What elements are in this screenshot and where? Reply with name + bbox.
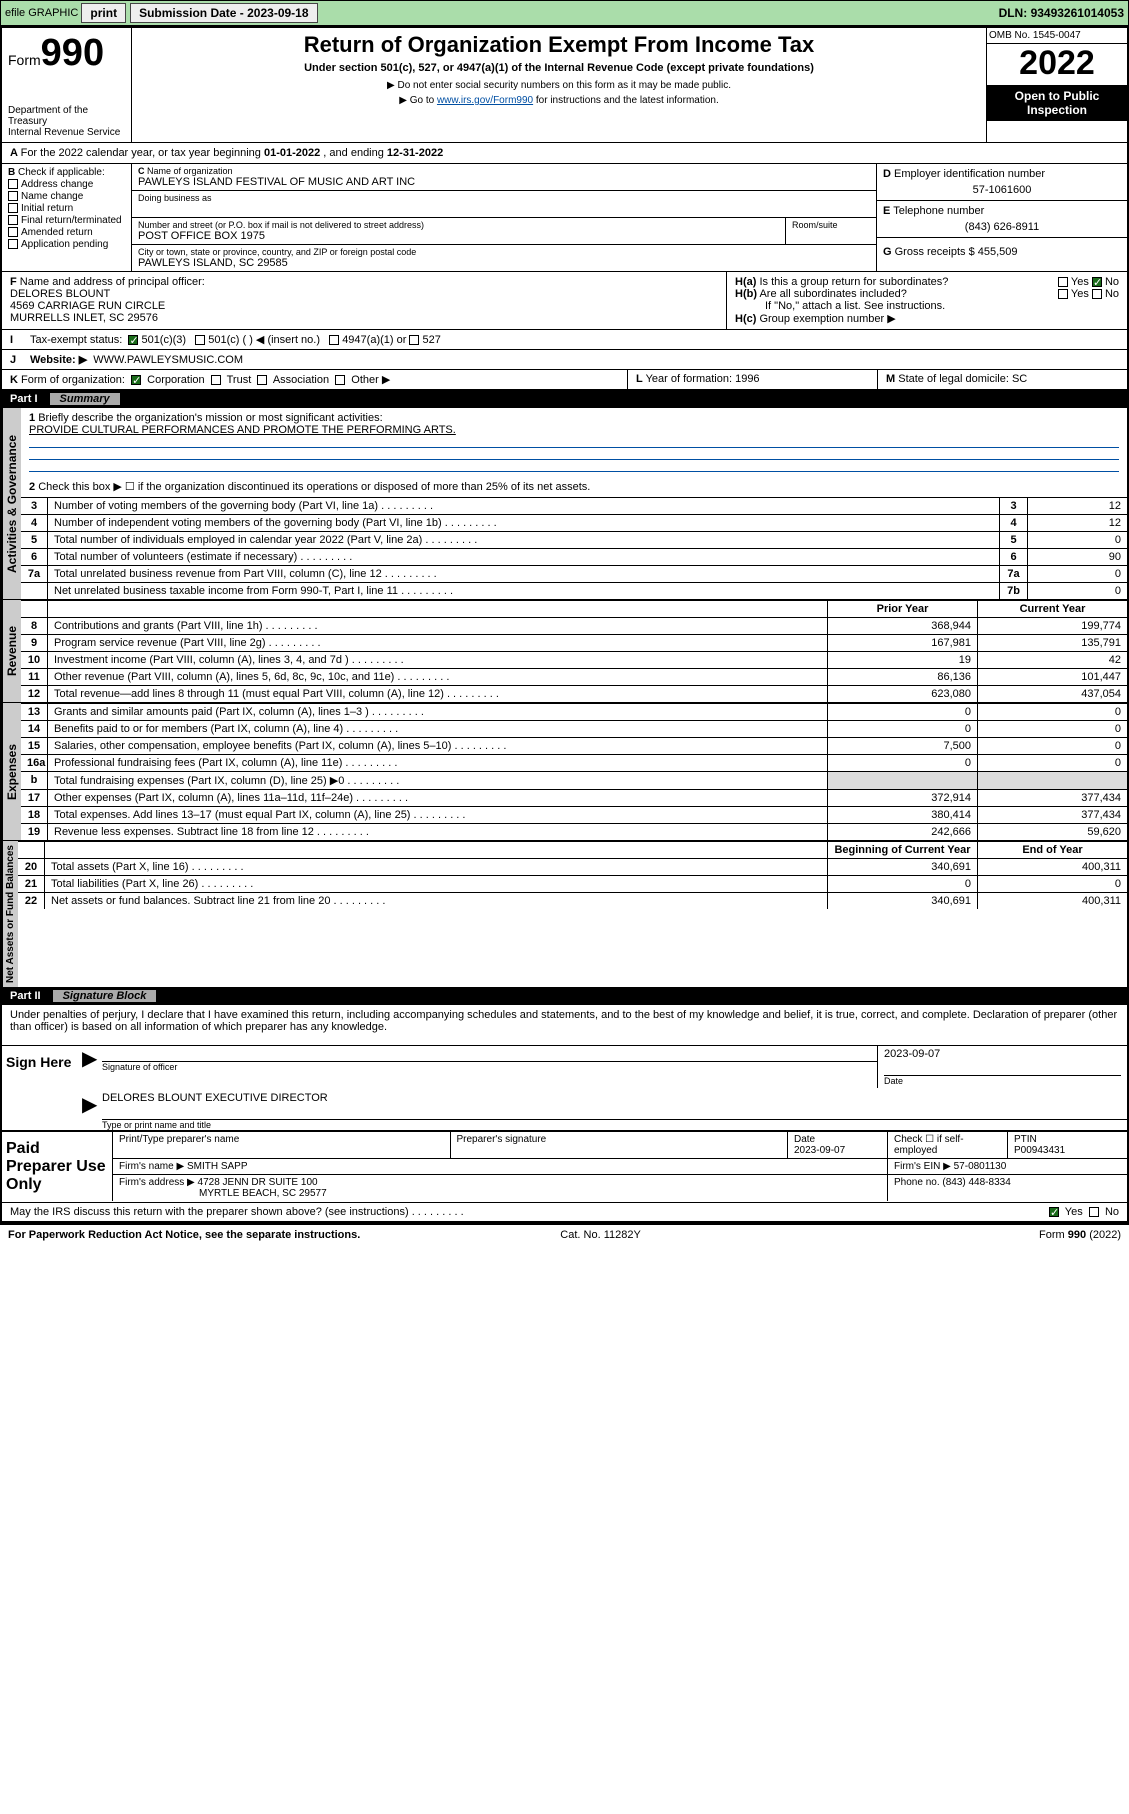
discuss-line: May the IRS discuss this return with the… [2, 1202, 1127, 1221]
501c3-checkbox[interactable] [128, 335, 138, 345]
form-title: Return of Organization Exempt From Incom… [138, 32, 980, 58]
table-row: bTotal fundraising expenses (Part IX, co… [21, 771, 1127, 789]
line-j: J Website: ▶ WWW.PAWLEYSMUSIC.COM [2, 350, 1127, 370]
gross-receipts-label: Gross receipts $ [895, 246, 978, 258]
ptin-value: P00943431 [1014, 1145, 1065, 1156]
block-bcdeg: B Check if applicable: Address change Na… [2, 164, 1127, 272]
corp-checkbox[interactable] [131, 375, 141, 385]
line-klm: K Form of organization: Corporation Trus… [2, 370, 1127, 390]
dept-label: Department of the Treasury [8, 105, 125, 127]
table-row: 20Total assets (Part X, line 16) 340,691… [18, 858, 1127, 875]
irs-link[interactable]: www.irs.gov/Form990 [437, 95, 533, 106]
table-row: Net unrelated business taxable income fr… [21, 582, 1127, 599]
sig-date: 2023-09-07 [884, 1048, 1121, 1060]
table-row: 21Total liabilities (Part X, line 26) 00 [18, 875, 1127, 892]
phone-label: Telephone number [893, 205, 984, 217]
side-label-governance: Activities & Governance [2, 408, 21, 599]
org-city: PAWLEYS ISLAND, SC 29585 [138, 257, 870, 269]
org-name: PAWLEYS ISLAND FESTIVAL OF MUSIC AND ART… [138, 176, 870, 188]
phone-value: (843) 626-8911 [883, 221, 1121, 233]
block-fh: F Name and address of principal officer:… [2, 272, 1127, 330]
table-row: 11Other revenue (Part VIII, column (A), … [21, 668, 1127, 685]
print-button[interactable]: print [81, 3, 126, 23]
revenue-header-row: Prior Year Current Year [21, 600, 1127, 617]
table-row: 19Revenue less expenses. Subtract line 1… [21, 823, 1127, 840]
table-row: 14Benefits paid to or for members (Part … [21, 720, 1127, 737]
omb-number: OMB No. 1545-0047 [987, 28, 1127, 44]
perjury-declaration: Under penalties of perjury, I declare th… [2, 1005, 1127, 1037]
table-row: 8Contributions and grants (Part VIII, li… [21, 617, 1127, 634]
netassets-header-row: Beginning of Current Year End of Year [18, 841, 1127, 858]
table-row: 22Net assets or fund balances. Subtract … [18, 892, 1127, 909]
mission-text: PROVIDE CULTURAL PERFORMANCES AND PROMOT… [29, 424, 456, 436]
submission-date-button[interactable]: Submission Date - 2023-09-18 [130, 3, 317, 23]
table-row: 5Total number of individuals employed in… [21, 531, 1127, 548]
ein-value: 57-1061600 [883, 184, 1121, 196]
gross-receipts-value: 455,509 [978, 246, 1018, 258]
year-formation: 1996 [735, 373, 759, 385]
table-row: 16aProfessional fundraising fees (Part I… [21, 754, 1127, 771]
ein-label: Employer identification number [894, 168, 1045, 180]
officer-name: DELORES BLOUNT [10, 288, 110, 300]
ha-no-checkbox[interactable] [1092, 277, 1102, 287]
firm-ein: 57-0801130 [954, 1161, 1007, 1172]
open-inspection: Open to Public Inspection [987, 85, 1127, 121]
sign-here-label: Sign Here [2, 1046, 82, 1130]
page-footer: For Paperwork Reduction Act Notice, see … [0, 1223, 1129, 1245]
org-name-label: Name of organization [147, 166, 233, 176]
paid-preparer-block: Paid Preparer Use Only Print/Type prepar… [2, 1130, 1127, 1202]
note-link: ▶ Go to www.irs.gov/Form990 for instruct… [138, 95, 980, 106]
top-toolbar: efile GRAPHIC print Submission Date - 20… [0, 0, 1129, 26]
table-row: 9Program service revenue (Part VIII, lin… [21, 634, 1127, 651]
form-header: Form990 Department of the Treasury Inter… [2, 28, 1127, 143]
table-row: 3Number of voting members of the governi… [21, 497, 1127, 514]
dba-label: Doing business as [138, 193, 870, 203]
table-row: 10Investment income (Part VIII, column (… [21, 651, 1127, 668]
table-row: 13Grants and similar amounts paid (Part … [21, 703, 1127, 720]
org-address: POST OFFICE BOX 1975 [138, 230, 779, 242]
form-number: Form990 [8, 32, 125, 75]
part-i-header: Part I Summary [2, 390, 1127, 408]
discuss-yes-checkbox[interactable] [1049, 1207, 1059, 1217]
form-ref: Form 990 (2022) [1039, 1229, 1121, 1241]
table-row: 18Total expenses. Add lines 13–17 (must … [21, 806, 1127, 823]
note-ssn: ▶ Do not enter social security numbers o… [138, 80, 980, 91]
line-i: I Tax-exempt status: 501(c)(3) 501(c) ( … [2, 330, 1127, 350]
firm-name: SMITH SAPP [187, 1161, 248, 1172]
line-a-taxyear: A For the 2022 calendar year, or tax yea… [2, 143, 1127, 164]
table-row: 12Total revenue—add lines 8 through 11 (… [21, 685, 1127, 702]
dln-label: DLN: 93493261014053 [999, 6, 1124, 20]
side-label-revenue: Revenue [2, 600, 21, 702]
part-ii-header: Part II Signature Block [2, 987, 1127, 1005]
firm-phone: (843) 448-8334 [942, 1177, 1010, 1188]
website-value: WWW.PAWLEYSMUSIC.COM [93, 354, 243, 366]
preparer-date: 2023-09-07 [794, 1145, 845, 1156]
side-label-expenses: Expenses [2, 703, 21, 840]
efile-label: efile GRAPHIC [5, 7, 78, 19]
irs-label: Internal Revenue Service [8, 127, 125, 138]
table-row: 17Other expenses (Part IX, column (A), l… [21, 789, 1127, 806]
table-row: 15Salaries, other compensation, employee… [21, 737, 1127, 754]
side-label-netassets: Net Assets or Fund Balances [2, 841, 18, 987]
tax-year: 2022 [987, 44, 1127, 83]
officer-name-title: DELORES BLOUNT EXECUTIVE DIRECTOR [102, 1092, 1127, 1104]
form-subtitle: Under section 501(c), 527, or 4947(a)(1)… [138, 62, 980, 74]
block-b-checks: B Check if applicable: Address change Na… [2, 164, 132, 271]
table-row: 6Total number of volunteers (estimate if… [21, 548, 1127, 565]
table-row: 4Number of independent voting members of… [21, 514, 1127, 531]
state-domicile: SC [1012, 373, 1027, 385]
table-row: 7aTotal unrelated business revenue from … [21, 565, 1127, 582]
